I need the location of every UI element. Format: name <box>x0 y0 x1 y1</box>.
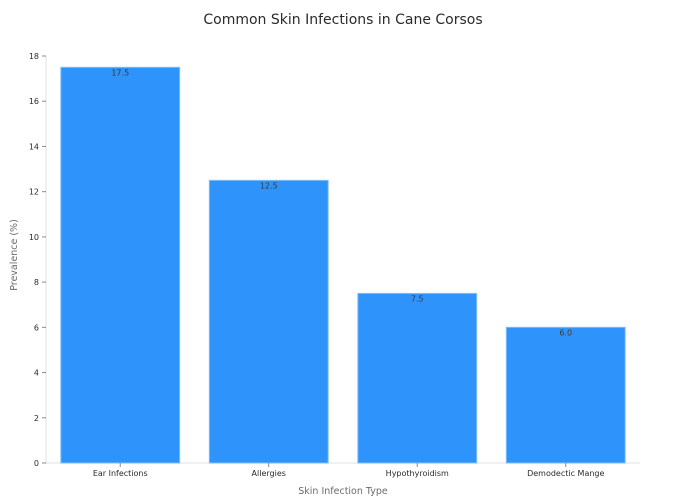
y-axis-title: Prevalence (%) <box>9 219 20 291</box>
x-axis-title: Skin Infection Type <box>298 486 388 497</box>
bar-value-label: 6.0 <box>559 328 572 337</box>
plot-area: 0 2 4 6 8 10 12 14 16 18 17.5 12.5 7.5 6.0 Ear Infec… <box>29 52 640 478</box>
bar <box>60 66 181 464</box>
y-tick-label: 2 <box>34 414 39 423</box>
bar-value-label: 17.5 <box>111 68 129 77</box>
y-tick-label: 4 <box>34 369 39 378</box>
y-tick-label: 6 <box>34 323 39 332</box>
chart-title: Common Skin Infections in Cane Corsos <box>203 12 482 28</box>
y-tick-label: 10 <box>29 233 39 242</box>
bar <box>208 179 329 464</box>
y-axis-ticks: 0 2 4 6 8 10 12 14 16 18 <box>29 52 46 468</box>
bars: 17.5 12.5 7.5 6.0 <box>60 66 626 464</box>
x-tick-label: Ear Infections <box>93 469 148 478</box>
y-tick-label: 8 <box>34 278 39 287</box>
y-tick-label: 12 <box>29 188 39 197</box>
bar-value-label: 12.5 <box>260 181 278 190</box>
bar-value-label: 7.5 <box>411 294 424 303</box>
y-tick-label: 18 <box>29 52 39 61</box>
bar <box>505 326 626 464</box>
y-tick-label: 0 <box>34 459 39 468</box>
x-tick-label: Hypothyroidism <box>386 469 449 478</box>
y-tick-label: 16 <box>29 97 39 106</box>
x-axis-ticks: Ear Infections Allergies Hypothyroidism Dem… <box>93 463 605 478</box>
y-tick-label: 14 <box>29 142 39 151</box>
x-tick-label: Demodectic Mange <box>527 469 604 478</box>
bar <box>357 292 478 464</box>
x-tick-label: Allergies <box>252 469 286 478</box>
